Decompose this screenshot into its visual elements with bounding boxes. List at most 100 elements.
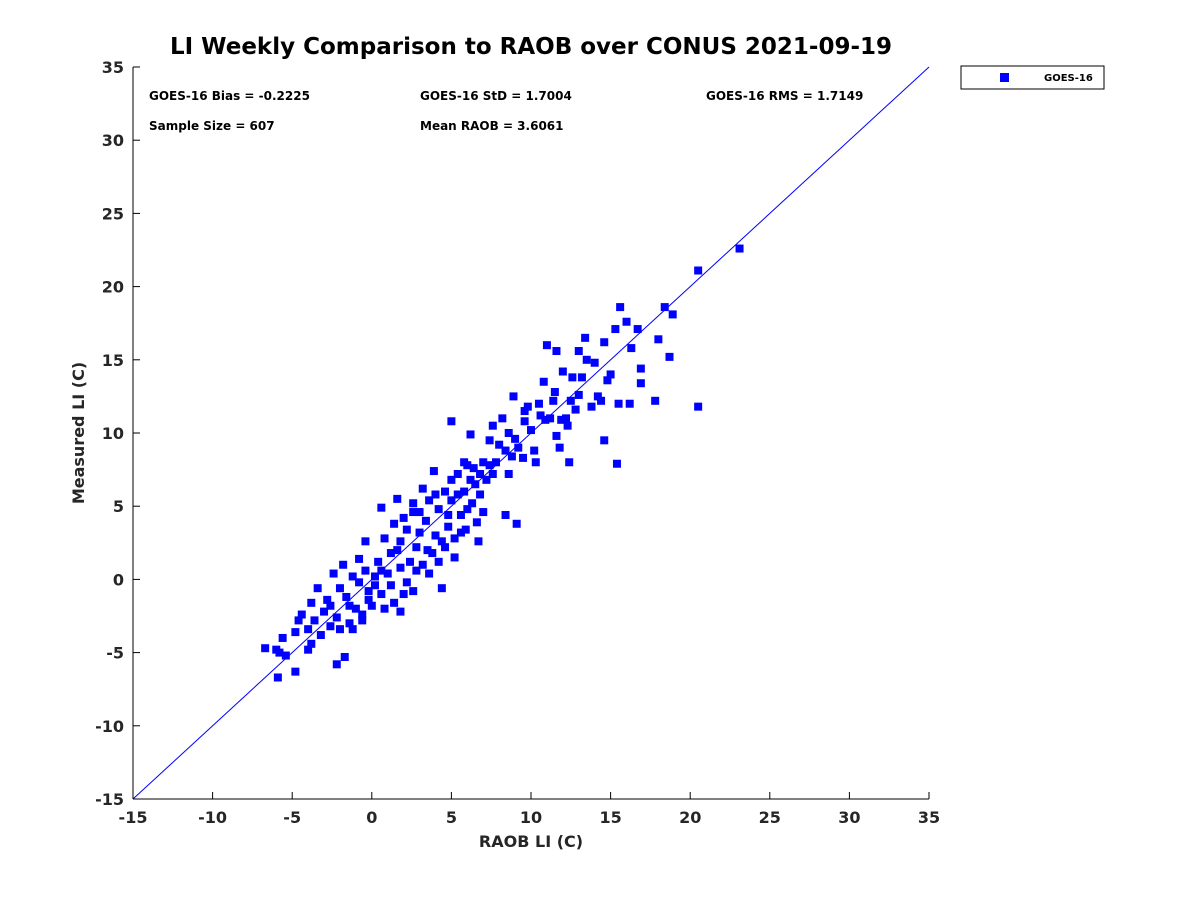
data-point xyxy=(616,303,625,312)
data-point xyxy=(582,355,591,364)
data-point xyxy=(339,560,348,569)
data-point xyxy=(523,402,532,411)
data-point xyxy=(546,414,555,423)
data-point xyxy=(291,667,300,676)
data-point xyxy=(581,333,590,342)
data-point xyxy=(399,513,408,522)
x-tick-label: -5 xyxy=(283,808,301,827)
data-point xyxy=(335,584,344,593)
legend-marker xyxy=(1000,73,1009,82)
data-point xyxy=(474,537,483,546)
data-point xyxy=(297,610,306,619)
data-point xyxy=(423,546,432,555)
data-point xyxy=(425,496,434,505)
data-point xyxy=(396,537,405,546)
data-point xyxy=(370,581,379,590)
data-point xyxy=(393,546,402,555)
data-point xyxy=(660,303,669,312)
data-point xyxy=(460,487,469,496)
data-point xyxy=(536,411,545,420)
data-point xyxy=(434,557,443,566)
data-point xyxy=(323,595,332,604)
data-point xyxy=(479,508,488,517)
data-point xyxy=(469,464,478,473)
stat-mean-raob: Mean RAOB = 3.6061 xyxy=(420,119,564,133)
data-point xyxy=(304,645,313,654)
data-points xyxy=(261,244,744,682)
data-point xyxy=(539,377,548,386)
legend: GOES-16 xyxy=(960,65,1105,90)
data-point xyxy=(504,429,513,437)
data-point xyxy=(326,622,335,631)
data-point xyxy=(463,505,472,514)
data-point xyxy=(342,592,351,601)
data-point xyxy=(374,557,383,566)
data-point xyxy=(367,601,376,610)
data-point xyxy=(348,625,357,634)
data-point xyxy=(511,434,520,443)
y-tick-label: 25 xyxy=(102,204,124,223)
data-point xyxy=(437,584,446,593)
data-point xyxy=(466,475,475,484)
data-point xyxy=(273,673,282,682)
stat-std: GOES-16 StD = 1.7004 xyxy=(420,89,572,103)
stat-bias: GOES-16 Bias = -0.2225 xyxy=(149,89,310,103)
data-point xyxy=(600,338,609,347)
data-point xyxy=(447,496,456,505)
data-point xyxy=(386,581,395,590)
stat-rms: GOES-16 RMS = 1.7149 xyxy=(706,89,863,103)
data-point xyxy=(587,402,596,411)
data-point xyxy=(307,639,316,648)
legend-label: GOES-16 xyxy=(1044,73,1093,84)
data-point xyxy=(479,458,488,467)
x-tick-label: 25 xyxy=(759,808,781,827)
chart-title: LI Weekly Comparison to RAOB over CONUS … xyxy=(170,34,892,60)
data-point xyxy=(512,519,521,528)
data-point xyxy=(612,459,621,468)
data-point xyxy=(735,244,744,253)
data-point xyxy=(571,405,580,414)
data-point xyxy=(412,543,421,552)
data-point xyxy=(406,557,415,566)
data-point xyxy=(272,645,281,654)
data-point xyxy=(361,566,370,575)
data-point xyxy=(409,499,418,508)
data-point xyxy=(488,421,497,430)
data-point xyxy=(611,325,620,334)
data-point xyxy=(520,407,529,416)
data-point xyxy=(425,569,434,578)
data-point xyxy=(565,458,574,467)
y-ticks: -15 -10 -5 0 5 10 15 20 25 30 35 xyxy=(95,58,140,809)
x-tick-label: 0 xyxy=(366,808,377,827)
data-point xyxy=(622,317,631,326)
data-point xyxy=(453,490,462,499)
data-point xyxy=(501,446,510,455)
y-tick-label: 20 xyxy=(102,278,124,297)
data-point xyxy=(450,553,459,562)
y-axis-label: Measured LI (C) xyxy=(69,362,88,504)
data-point xyxy=(534,399,543,408)
data-point xyxy=(476,469,485,478)
data-point xyxy=(386,549,395,558)
data-point xyxy=(574,390,583,399)
data-point xyxy=(418,560,427,569)
data-point xyxy=(431,490,440,499)
data-point xyxy=(355,554,364,563)
x-tick-label: 5 xyxy=(446,808,457,827)
data-point xyxy=(434,505,443,514)
data-point xyxy=(606,370,615,379)
data-point xyxy=(504,469,513,478)
x-tick-label: 30 xyxy=(838,808,860,827)
stats-annotations: GOES-16 Bias = -0.2225 GOES-16 StD = 1.7… xyxy=(149,89,863,133)
data-point xyxy=(447,417,456,426)
data-point xyxy=(441,543,450,552)
data-point xyxy=(402,578,411,587)
data-point xyxy=(304,625,313,634)
data-point xyxy=(418,484,427,493)
data-point xyxy=(555,443,564,452)
data-point xyxy=(633,325,642,334)
data-point xyxy=(549,396,558,405)
data-point xyxy=(351,604,360,613)
y-tick-label: 5 xyxy=(113,497,124,516)
